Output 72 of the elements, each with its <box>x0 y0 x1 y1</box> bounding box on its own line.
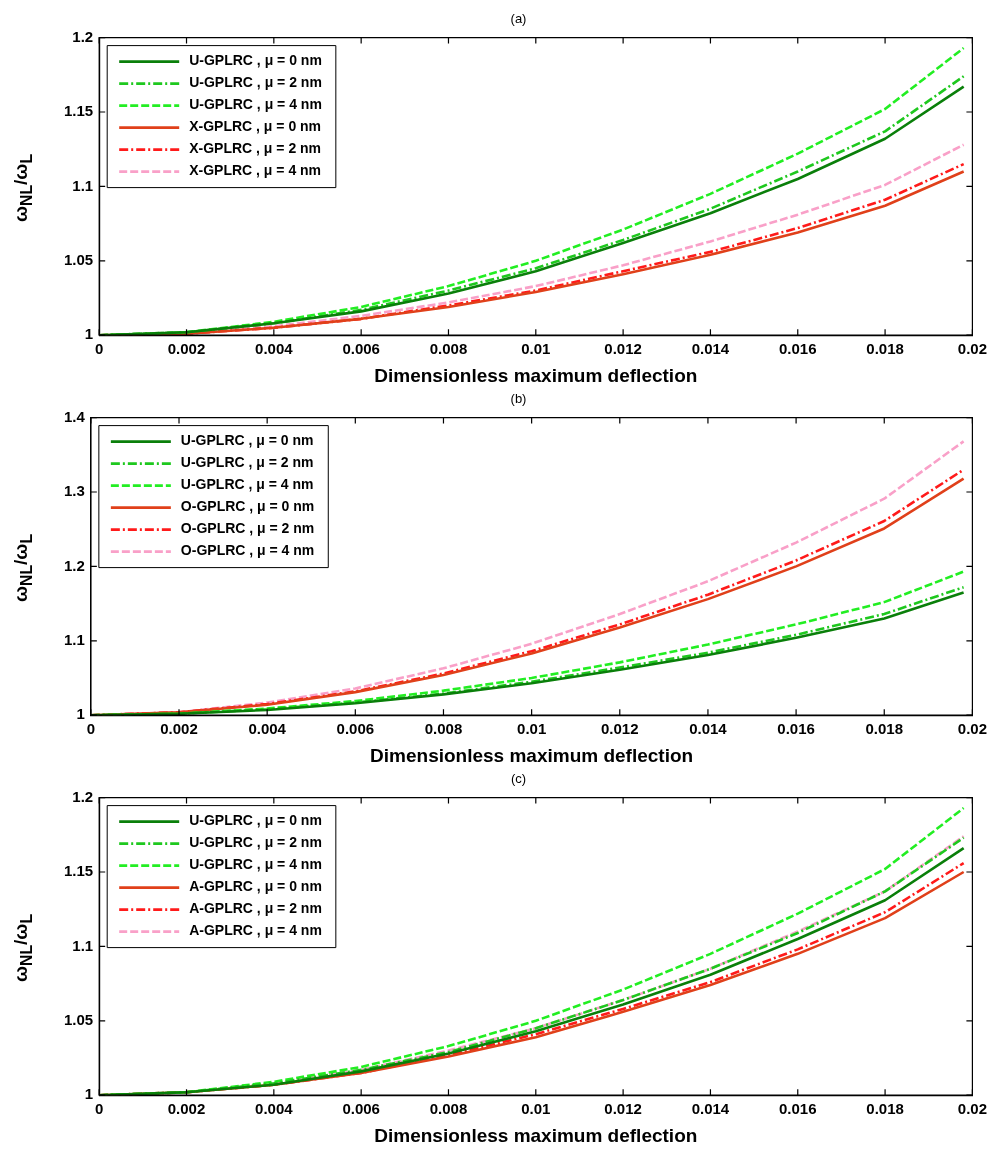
x-tick-label: 0.018 <box>866 340 904 358</box>
x-tick-label: 0 <box>95 340 104 358</box>
x-tick-label: 0.006 <box>342 1100 380 1118</box>
y-tick-label: 1.1 <box>72 176 94 194</box>
x-tick-label: 0.012 <box>604 1100 642 1118</box>
legend-label: A-GPLRC , μ = 2 nm <box>189 900 322 917</box>
y-tick-label: 1.2 <box>72 787 94 805</box>
x-tick-label: 0.014 <box>691 1100 730 1118</box>
x-tick-label: 0.01 <box>521 340 551 358</box>
chart-title: (c) <box>510 771 527 787</box>
x-tick-label: 0.014 <box>691 340 730 358</box>
y-tick-label: 1.1 <box>63 630 85 648</box>
x-tick-label: 0.018 <box>866 1100 904 1118</box>
y-tick-label: 1 <box>84 325 94 343</box>
legend-label: O-GPLRC , μ = 2 nm <box>180 520 315 537</box>
legend-label: O-GPLRC , μ = 0 nm <box>180 498 315 515</box>
x-tick-label: 0.016 <box>777 720 815 738</box>
x-tick-label: 0.006 <box>342 340 380 358</box>
legend-label: U-GPLRC , μ = 4 nm <box>189 96 322 113</box>
legend-label: U-GPLRC , μ = 0 nm <box>189 52 322 69</box>
x-tick-label: 0.008 <box>424 720 463 738</box>
y-tick-label: 1.2 <box>72 27 94 45</box>
legend-label: U-GPLRC , μ = 2 nm <box>189 74 322 91</box>
x-tick-label: 0.02 <box>957 720 987 738</box>
x-tick-label: 0 <box>86 720 96 738</box>
y-tick-label: 1.15 <box>63 862 94 880</box>
x-tick-label: 0.004 <box>255 340 294 358</box>
x-tick-label: 0.004 <box>255 1100 294 1118</box>
x-axis-title: Dimensionless maximum deflection <box>374 364 698 386</box>
legend-label: U-GPLRC , μ = 2 nm <box>180 454 314 471</box>
legend-label: X-GPLRC , μ = 2 nm <box>189 140 322 157</box>
legend-label: U-GPLRC , μ = 0 nm <box>189 812 322 829</box>
x-tick-label: 0.008 <box>429 1100 468 1118</box>
x-tick-label: 0.02 <box>957 1100 987 1118</box>
x-tick-label: 0.002 <box>167 340 206 358</box>
y-tick-label: 1.05 <box>63 1010 94 1028</box>
legend-label: U-GPLRC , μ = 2 nm <box>189 834 322 851</box>
x-axis-title: Dimensionless maximum deflection <box>370 744 694 766</box>
x-tick-label: 0.004 <box>248 720 287 738</box>
x-tick-label: 0.012 <box>601 720 639 738</box>
x-tick-label: 0.012 <box>604 340 642 358</box>
legend-label: U-GPLRC , μ = 0 nm <box>180 432 314 449</box>
x-tick-label: 0.014 <box>689 720 728 738</box>
y-tick-label: 1.1 <box>72 936 94 954</box>
legend-label: A-GPLRC , μ = 0 nm <box>189 878 322 895</box>
x-tick-label: 0.01 <box>517 720 547 738</box>
y-tick-label: 1.15 <box>63 102 94 120</box>
legend-label: U-GPLRC , μ = 4 nm <box>189 856 322 873</box>
x-tick-label: 0.02 <box>957 340 987 358</box>
x-tick-label: 0.01 <box>521 1100 551 1118</box>
y-tick-label: 1 <box>76 705 85 723</box>
legend-label: U-GPLRC , μ = 4 nm <box>180 476 314 493</box>
chart-title: (a) <box>510 11 527 27</box>
y-tick-label: 1.05 <box>63 250 94 268</box>
x-tick-label: 0.016 <box>778 340 817 358</box>
legend-label: O-GPLRC , μ = 4 nm <box>180 542 315 559</box>
x-tick-label: 0.018 <box>865 720 904 738</box>
x-tick-label: 0 <box>95 1100 104 1118</box>
x-tick-label: 0.006 <box>336 720 375 738</box>
y-tick-label: 1.3 <box>63 482 85 500</box>
y-tick-label: 1 <box>84 1085 94 1103</box>
y-tick-label: 1.4 <box>63 407 86 425</box>
x-tick-label: 0.002 <box>160 720 198 738</box>
y-tick-label: 1.2 <box>63 556 85 574</box>
x-tick-label: 0.016 <box>778 1100 817 1118</box>
x-tick-label: 0.002 <box>167 1100 206 1118</box>
x-tick-label: 0.008 <box>429 340 468 358</box>
x-axis-title: Dimensionless maximum deflection <box>374 1124 698 1146</box>
legend-label: X-GPLRC , μ = 4 nm <box>189 162 322 179</box>
legend-label: X-GPLRC , μ = 0 nm <box>189 118 322 135</box>
chart-title: (b) <box>510 391 527 407</box>
legend-label: A-GPLRC , μ = 4 nm <box>189 922 322 939</box>
